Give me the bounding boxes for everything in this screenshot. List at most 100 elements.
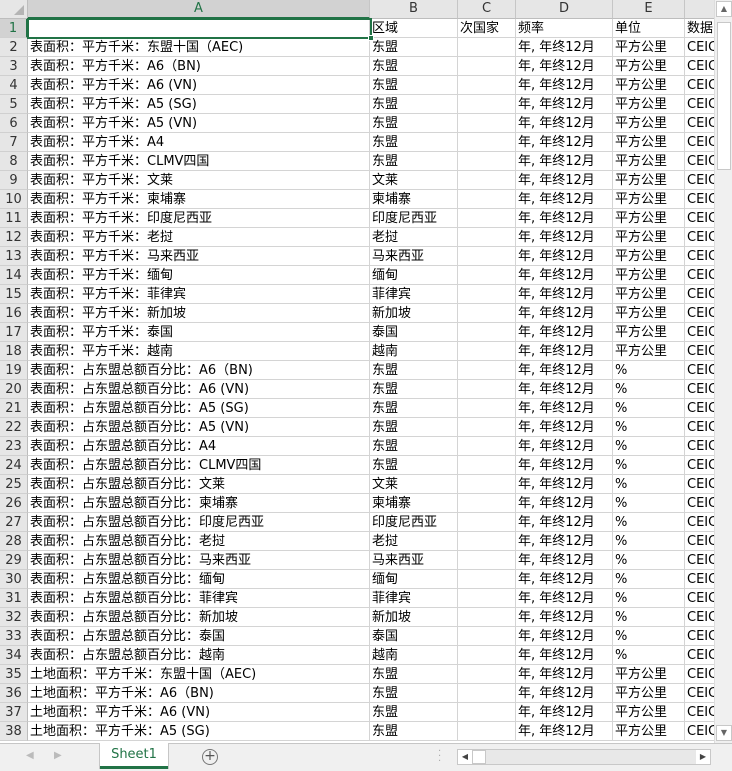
row-header[interactable]: 8 <box>0 152 28 171</box>
cell[interactable]: CEIC <box>685 456 714 475</box>
row-header[interactable]: 13 <box>0 247 28 266</box>
column-header-D[interactable]: D <box>516 0 613 19</box>
cell[interactable]: 表面积：占东盟总额百分比：老挝 <box>28 532 370 551</box>
cell[interactable]: 表面积：占东盟总额百分比：越南 <box>28 646 370 665</box>
cell[interactable]: 年, 年终12月 <box>516 304 613 323</box>
cell[interactable] <box>458 684 516 703</box>
row-header[interactable]: 6 <box>0 114 28 133</box>
row-header[interactable]: 5 <box>0 95 28 114</box>
cell[interactable]: CEIC <box>685 513 714 532</box>
cell[interactable]: 平方公里 <box>613 285 685 304</box>
scroll-left-icon[interactable]: ◀ <box>458 750 472 764</box>
cell[interactable] <box>458 494 516 513</box>
cell[interactable]: % <box>613 437 685 456</box>
cell[interactable]: CEIC <box>685 646 714 665</box>
cell[interactable]: 表面积：平方千米：CLMV四国 <box>28 152 370 171</box>
vertical-scroll-thumb[interactable] <box>717 22 731 170</box>
cell[interactable]: CEIC <box>685 304 714 323</box>
cell[interactable]: 年, 年终12月 <box>516 437 613 456</box>
cell[interactable]: 表面积：占东盟总额百分比：A5 (VN) <box>28 418 370 437</box>
cell[interactable]: 老挝 <box>370 228 458 247</box>
tab-sheet1[interactable]: Sheet1 <box>100 743 168 769</box>
cell[interactable]: CEIC <box>685 608 714 627</box>
cell[interactable]: 年, 年终12月 <box>516 285 613 304</box>
cell[interactable]: 平方公里 <box>613 684 685 703</box>
cell[interactable]: 平方公里 <box>613 722 685 741</box>
cell[interactable]: 东盟 <box>370 399 458 418</box>
cell[interactable]: % <box>613 513 685 532</box>
cell[interactable]: CEIC <box>685 627 714 646</box>
cell[interactable]: 年, 年终12月 <box>516 266 613 285</box>
cell[interactable] <box>458 532 516 551</box>
row-header[interactable]: 2 <box>0 38 28 57</box>
cell[interactable] <box>458 380 516 399</box>
cell[interactable] <box>458 209 516 228</box>
cell[interactable]: 年, 年终12月 <box>516 456 613 475</box>
cell[interactable]: 缅甸 <box>370 266 458 285</box>
cell[interactable]: 年, 年终12月 <box>516 38 613 57</box>
cell[interactable]: CEIC <box>685 266 714 285</box>
cell[interactable]: 土地面积：平方千米：A5 (SG) <box>28 722 370 741</box>
cell[interactable]: % <box>613 475 685 494</box>
cell[interactable]: 年, 年终12月 <box>516 209 613 228</box>
cell[interactable]: 泰国 <box>370 323 458 342</box>
cell[interactable]: 年, 年终12月 <box>516 399 613 418</box>
cell[interactable]: % <box>613 361 685 380</box>
cell[interactable]: CEIC <box>685 171 714 190</box>
cell[interactable] <box>458 95 516 114</box>
cell[interactable]: 平方公里 <box>613 171 685 190</box>
cell[interactable]: 年, 年终12月 <box>516 361 613 380</box>
split-handle-icon[interactable]: · · · <box>438 746 442 767</box>
cell[interactable]: 年, 年终12月 <box>516 323 613 342</box>
cell[interactable]: CEIC <box>685 247 714 266</box>
cell[interactable]: 表面积：占东盟总额百分比：菲律宾 <box>28 589 370 608</box>
cell[interactable] <box>458 456 516 475</box>
cell[interactable]: 平方公里 <box>613 304 685 323</box>
row-header[interactable]: 19 <box>0 361 28 380</box>
cell[interactable]: 年, 年终12月 <box>516 95 613 114</box>
cell[interactable]: CEIC <box>685 190 714 209</box>
cell[interactable]: % <box>613 646 685 665</box>
cell[interactable]: 表面积：平方千米：缅甸 <box>28 266 370 285</box>
horizontal-scroll-thumb[interactable] <box>472 750 486 764</box>
cell[interactable]: % <box>613 399 685 418</box>
row-header[interactable]: 36 <box>0 684 28 703</box>
cell[interactable] <box>458 703 516 722</box>
cell[interactable]: 年, 年终12月 <box>516 684 613 703</box>
cell[interactable]: 年, 年终12月 <box>516 418 613 437</box>
cell[interactable]: CEIC <box>685 532 714 551</box>
cell[interactable] <box>458 247 516 266</box>
cell[interactable] <box>458 722 516 741</box>
row-header[interactable]: 15 <box>0 285 28 304</box>
cell[interactable]: 表面积：平方千米：泰国 <box>28 323 370 342</box>
cell[interactable]: 表面积：平方千米：菲律宾 <box>28 285 370 304</box>
row-header[interactable]: 16 <box>0 304 28 323</box>
column-header-C[interactable]: C <box>458 0 516 19</box>
cell[interactable] <box>458 608 516 627</box>
cell[interactable]: 平方公里 <box>613 247 685 266</box>
column-header-E[interactable]: E <box>613 0 685 19</box>
row-header[interactable]: 12 <box>0 228 28 247</box>
cell[interactable]: 年, 年终12月 <box>516 114 613 133</box>
cell[interactable]: CEIC <box>685 551 714 570</box>
column-header-F[interactable] <box>685 0 714 19</box>
cell[interactable]: CEIC <box>685 722 714 741</box>
row-header[interactable]: 33 <box>0 627 28 646</box>
cell[interactable]: 表面积：占东盟总额百分比：CLMV四国 <box>28 456 370 475</box>
cell[interactable]: 东盟 <box>370 684 458 703</box>
cell[interactable]: 平方公里 <box>613 190 685 209</box>
row-header[interactable]: 1 <box>0 19 28 38</box>
cell[interactable] <box>458 190 516 209</box>
cell[interactable]: 年, 年终12月 <box>516 57 613 76</box>
cell[interactable] <box>458 76 516 95</box>
row-header[interactable]: 25 <box>0 475 28 494</box>
column-header-B[interactable]: B <box>370 0 458 19</box>
cell[interactable]: 年, 年终12月 <box>516 380 613 399</box>
plus-circle-icon[interactable]: + <box>202 749 218 765</box>
cell[interactable]: 平方公里 <box>613 133 685 152</box>
cell[interactable]: 年, 年终12月 <box>516 589 613 608</box>
cell[interactable]: 马来西亚 <box>370 247 458 266</box>
cell[interactable]: 表面积：平方千米：越南 <box>28 342 370 361</box>
cell[interactable]: 柬埔寨 <box>370 190 458 209</box>
